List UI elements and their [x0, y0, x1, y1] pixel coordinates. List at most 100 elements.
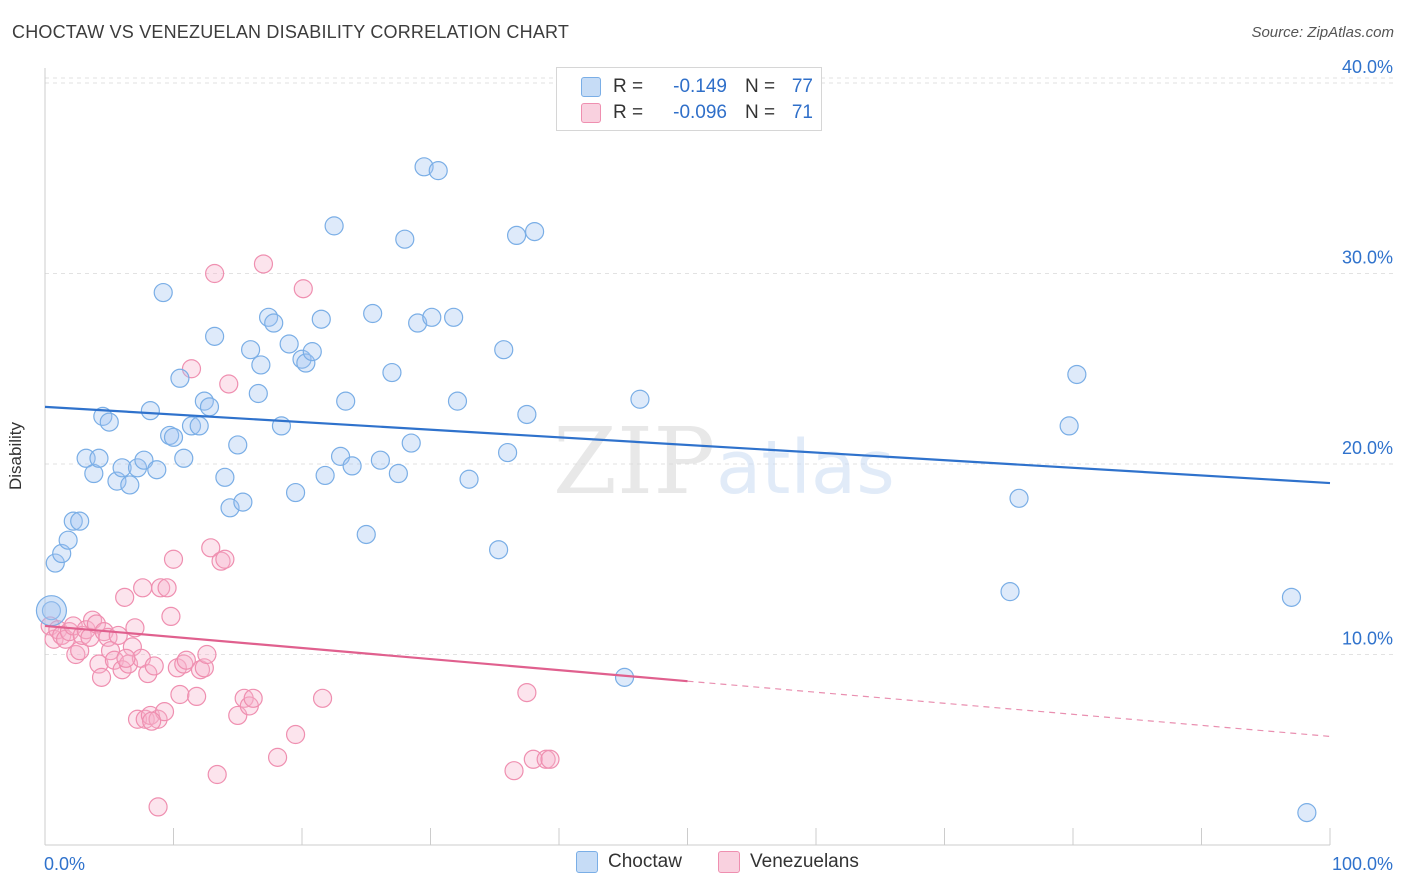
point-choctaw: [241, 340, 261, 360]
point-choctaw: [163, 427, 184, 447]
point-venezuelans: [161, 606, 181, 627]
point-venezuelans: [148, 797, 168, 817]
point-venezuelans: [138, 663, 158, 684]
y-tick-label: 30.0%: [1342, 248, 1393, 268]
point-choctaw: [35, 595, 68, 627]
point-choctaw: [258, 307, 279, 327]
point-venezuelans: [163, 549, 184, 569]
point-choctaw: [233, 492, 253, 512]
point-choctaw: [302, 342, 322, 362]
legend-item-venezuelans[interactable]: Venezuelans: [718, 851, 859, 873]
data-points: [35, 157, 1317, 823]
point-choctaw: [517, 404, 537, 425]
point-choctaw: [70, 511, 90, 531]
point-choctaw: [292, 349, 312, 369]
watermark-zip: ZIP: [553, 408, 715, 515]
point-venezuelans: [267, 747, 288, 767]
point-choctaw: [494, 340, 514, 360]
point-choctaw: [174, 448, 194, 468]
point-venezuelans: [517, 682, 537, 703]
point-choctaw: [408, 313, 428, 333]
point-choctaw: [89, 448, 109, 468]
y-tick-label: 40.0%: [1342, 57, 1393, 77]
point-venezuelans: [243, 688, 263, 708]
stats-row-choctaw: R = -0.149 N = 77: [581, 75, 813, 99]
venezuelans-swatch: [581, 103, 601, 123]
trend-lines: [44, 405, 1331, 738]
point-venezuelans: [142, 711, 162, 731]
point-venezuelans: [540, 749, 560, 769]
point-choctaw: [382, 362, 402, 383]
stats-legend: R = -0.149 N = 77 R = -0.096 N = 71: [556, 67, 822, 131]
stats-row-venezuelans: R = -0.096 N = 71: [581, 101, 813, 125]
r-label: R =: [613, 102, 644, 123]
point-choctaw: [189, 416, 209, 436]
chart-title: CHOCTAW VS VENEZUELAN DISABILITY CORRELA…: [12, 22, 570, 42]
point-choctaw: [324, 216, 344, 236]
n-label: N =: [745, 76, 776, 97]
point-choctaw: [63, 511, 83, 531]
point-venezuelans: [157, 578, 177, 598]
point-venezuelans: [115, 587, 135, 607]
point-venezuelans: [144, 656, 164, 676]
trend-line-choctaw: [44, 405, 1331, 485]
point-venezuelans: [285, 724, 306, 745]
point-choctaw: [248, 383, 268, 404]
point-choctaw: [498, 442, 518, 463]
gridlines: [45, 77, 1395, 655]
point-venezuelans: [205, 263, 225, 284]
point-choctaw: [447, 391, 468, 411]
point-venezuelans: [116, 648, 136, 668]
series-legend: Choctaw Venezuelans: [0, 851, 1406, 877]
point-venezuelans: [293, 279, 313, 299]
r-label: R =: [613, 76, 644, 97]
point-venezuelans: [187, 686, 207, 707]
point-choctaw: [147, 460, 167, 480]
point-choctaw: [506, 225, 527, 245]
point-choctaw: [388, 463, 408, 484]
watermark: ZIP atlas: [553, 408, 895, 515]
point-choctaw: [285, 482, 306, 503]
point-venezuelans: [100, 641, 121, 661]
point-venezuelans: [66, 644, 86, 665]
point-venezuelans: [312, 688, 333, 708]
point-choctaw: [199, 397, 220, 417]
x-tick-label: 100.0%: [1332, 854, 1393, 874]
legend-item-choctaw[interactable]: Choctaw: [576, 851, 682, 873]
point-venezuelans: [133, 578, 153, 598]
point-choctaw: [120, 475, 140, 495]
point-choctaw: [205, 326, 225, 346]
venezuelans-legend-swatch: [718, 851, 740, 873]
point-choctaw: [153, 282, 173, 303]
point-choctaw: [181, 416, 202, 436]
point-venezuelans: [170, 684, 190, 705]
point-choctaw: [45, 553, 65, 573]
n-label: N =: [745, 102, 776, 123]
point-choctaw: [140, 401, 160, 421]
point-venezuelans: [197, 644, 217, 665]
point-venezuelans: [219, 374, 239, 394]
point-choctaw: [414, 157, 434, 177]
choctaw-swatch: [581, 77, 601, 97]
point-choctaw: [342, 456, 362, 476]
trend-line-venezuelans: [44, 624, 688, 683]
point-venezuelans: [207, 764, 227, 785]
point-choctaw: [134, 450, 154, 470]
point-choctaw: [459, 469, 479, 489]
point-choctaw: [311, 309, 331, 329]
point-choctaw: [1297, 803, 1317, 823]
y-tick-label: 10.0%: [1342, 629, 1393, 649]
point-venezuelans: [70, 641, 90, 661]
point-choctaw: [1009, 488, 1029, 508]
point-choctaw: [356, 524, 376, 545]
point-venezuelans: [201, 538, 221, 558]
point-choctaw: [1281, 587, 1302, 607]
point-choctaw: [315, 465, 335, 486]
y-axis-label: Disability: [6, 421, 25, 491]
point-choctaw: [444, 307, 464, 327]
point-choctaw: [489, 540, 509, 560]
chart-source: Source: ZipAtlas.com: [1251, 24, 1394, 41]
x-tick-label: 0.0%: [44, 854, 85, 874]
point-choctaw: [336, 391, 356, 411]
